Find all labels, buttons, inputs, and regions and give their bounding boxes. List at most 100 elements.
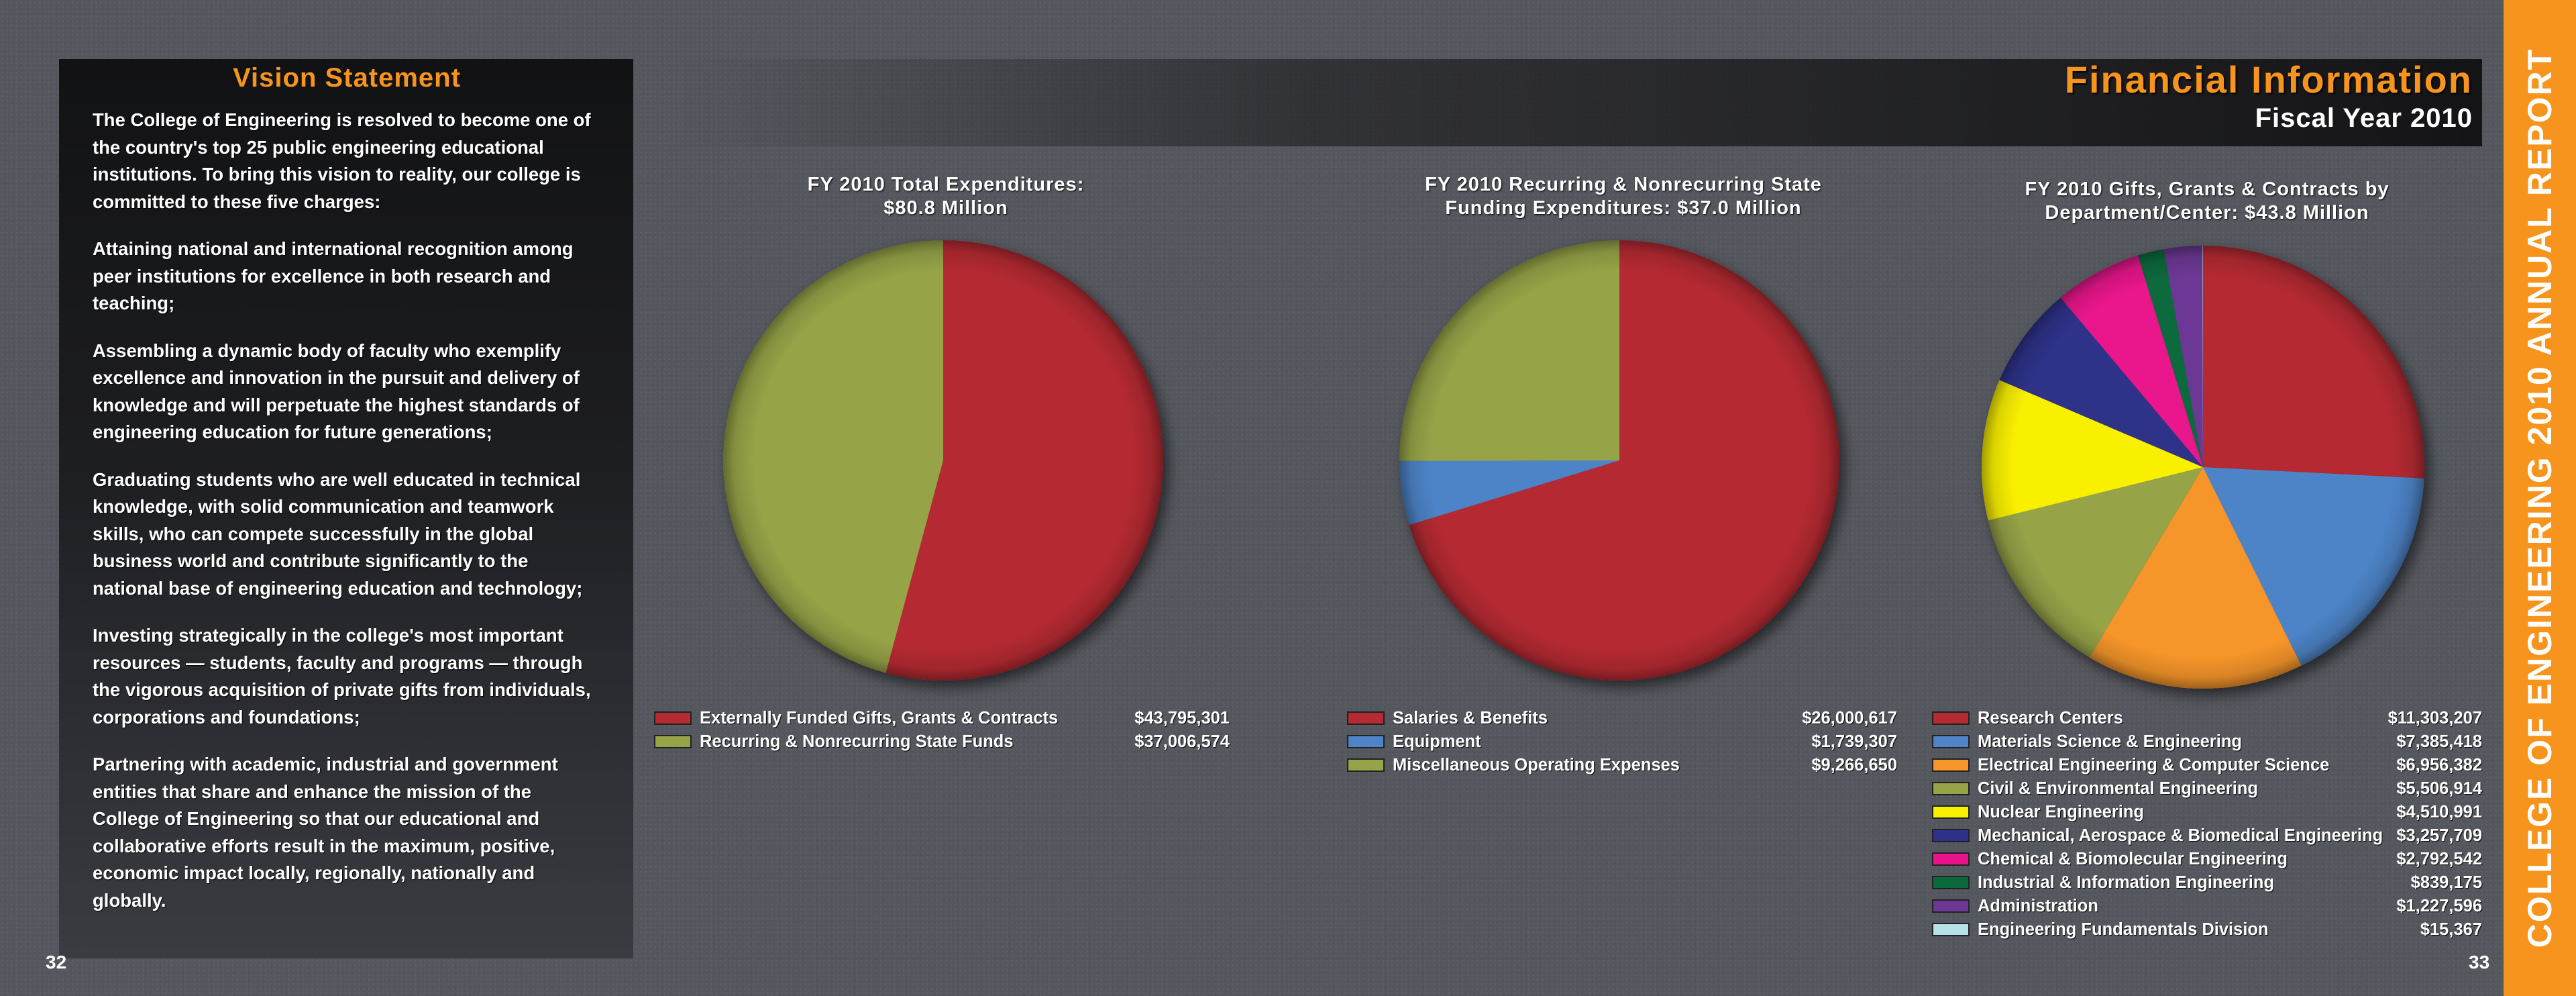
- legend-label: Miscellaneous Operating Expenses: [1393, 756, 1680, 775]
- legend-value: $1,739,307: [1811, 732, 1897, 751]
- legend-label: Industrial & Information Engineering: [1978, 873, 2275, 892]
- legend-entry: Recurring & Nonrecurring State Funds $37,…: [654, 730, 1230, 754]
- legend-value: $3,257,709: [2396, 826, 2482, 845]
- legend-entry: Externally Funded Gifts, Grants & Contra…: [654, 707, 1230, 730]
- pie-slice-nuclear-engineering: [1981, 380, 2203, 521]
- legend-label: Civil & Environmental Engineering: [1978, 779, 2258, 798]
- vision-paragraph: Attaining national and international rec…: [93, 238, 574, 313]
- legend-label: Recurring & Nonrecurring State Funds: [700, 732, 1014, 751]
- legend-swatch: [1347, 735, 1385, 748]
- legend-label: Administration: [1978, 897, 2098, 915]
- pie-slice-externally-funded-gifts-grants-and-contracts: [885, 240, 1164, 681]
- legend-entry: Industrial & Information Engineering $839…: [1932, 871, 2482, 895]
- legend-swatch: [1932, 735, 1970, 748]
- pie-slice-electrical-engineering-and-computer-science: [2090, 467, 2302, 689]
- pie-slice-mechanical-aerospace-and-biomedical-engineering: [1999, 297, 2203, 467]
- legend-value: $839,175: [2410, 873, 2482, 892]
- vision-title: Vision Statement: [233, 63, 461, 93]
- legend-value: $2,792,542: [2396, 850, 2482, 868]
- pie-bevel-shading: [1399, 240, 1839, 681]
- vision-paragraph: Investing strategically in the college's…: [93, 625, 591, 728]
- legend-label: Externally Funded Gifts, Grants & Contra…: [700, 709, 1059, 728]
- legend-swatch: [1932, 758, 1970, 772]
- legend-entry: Engineering Fundamentals Division $15,367: [1932, 918, 2482, 942]
- chart-title: FY 2010 Total Expenditures: $80.8 Millio…: [738, 173, 1154, 220]
- legend-entry: Civil & Environmental Engineering $5,506,…: [1932, 777, 2482, 801]
- legend-entry: Mechanical, Aerospace & Biomedical Engin…: [1932, 824, 2482, 848]
- vision-statement-panel: Vision Statement The College of Engineer…: [59, 59, 633, 958]
- header-bar: [678, 59, 2482, 146]
- legend-swatch: [1347, 758, 1385, 772]
- legend-entry: Salaries & Benefits $26,000,617: [1347, 707, 1897, 730]
- legend-entry: Administration $1,227,596: [1932, 895, 2482, 918]
- legend-swatch: [1932, 923, 1970, 936]
- legend-value: $6,956,382: [2396, 756, 2482, 775]
- legend-label: Equipment: [1393, 732, 1481, 751]
- pie-slice-research-centers: [2203, 246, 2424, 479]
- page-number-left: 32: [46, 952, 67, 973]
- legend-label: Materials Science & Engineering: [1978, 732, 2242, 751]
- chart-title-line: FY 2010 Recurring & Nonrecurring State: [1425, 174, 1822, 195]
- legend-entry: Materials Science & Engineering $7,385,41…: [1932, 730, 2482, 754]
- legend-total-expenditures: Externally Funded Gifts, Grants & Contra…: [654, 707, 1230, 754]
- chart-title: FY 2010 Recurring & Nonrecurring State F…: [1395, 173, 1851, 220]
- chart-title-line: Department/Center: $43.8 Million: [2045, 202, 2369, 223]
- chart-title-line: $80.8 Million: [883, 197, 1008, 219]
- legend-swatch: [1932, 829, 1970, 842]
- legend-entry: Equipment $1,739,307: [1347, 730, 1897, 754]
- legend-swatch: [1932, 852, 1970, 866]
- pie-slice-chemical-and-biomolecular-engineering: [2060, 255, 2203, 467]
- vision-paragraph: The College of Engineering is resolved t…: [93, 109, 591, 212]
- pie-slice-equipment: [1399, 460, 1619, 526]
- legend-value: $15,367: [2420, 920, 2482, 939]
- page-subtitle: Fiscal Year 2010: [2255, 103, 2473, 133]
- pie-slice-administration: [2163, 246, 2203, 467]
- pie-slice-engineering-fundamentals-division: [2202, 245, 2203, 467]
- legend-entry: Chemical & Biomolecular Engineering $2,79…: [1932, 848, 2482, 871]
- chart-title-line: FY 2010 Total Expenditures:: [807, 174, 1085, 195]
- legend-label: Electrical Engineering & Computer Scienc…: [1978, 756, 2330, 775]
- legend-label: Mechanical, Aerospace & Biomedical Engin…: [1978, 826, 2383, 845]
- legend-state-funding: Salaries & Benefits $26,000,617 Equipment $…: [1347, 707, 1897, 777]
- legend-entry: Miscellaneous Operating Expenses $9,266,6…: [1347, 754, 1897, 777]
- pie-bevel-shading: [723, 240, 1163, 681]
- pie-slice-civil-and-environmental-engineering: [1988, 467, 2203, 658]
- legend-label: Engineering Fundamentals Division: [1978, 920, 2269, 939]
- pie-slice-industrial-and-information-engineering: [2137, 249, 2203, 467]
- legend-entry: Nuclear Engineering $4,510,991: [1932, 801, 2482, 824]
- pie-slice-salaries-and-benefits: [1409, 240, 1839, 681]
- page-title: Financial Information: [2064, 58, 2473, 101]
- vision-paragraph: Partnering with academic, industrial and…: [93, 754, 558, 911]
- legend-entry: Electrical Engineering & Computer Scienc…: [1932, 754, 2482, 777]
- legend-gifts-grants: Research Centers $11,303,207 Materials Sci…: [1932, 707, 2482, 942]
- legend-value: $9,266,650: [1811, 756, 1897, 775]
- legend-swatch: [1932, 805, 1970, 819]
- legend-swatch: [1932, 782, 1970, 795]
- legend-value: $7,385,418: [2396, 732, 2482, 751]
- legend-value: $26,000,617: [1802, 709, 1897, 728]
- side-banner-text: COLLEGE OF ENGINEERING 2010 ANNUAL REPOR…: [2521, 48, 2559, 948]
- pie-bevel-shading: [1982, 246, 2424, 689]
- legend-swatch: [654, 735, 692, 748]
- chart-title: FY 2010 Gifts, Grants & Contracts by Dep…: [1986, 178, 2428, 225]
- legend-value: $37,006,574: [1134, 732, 1230, 751]
- legend-value: $1,227,596: [2396, 897, 2482, 915]
- side-banner: COLLEGE OF ENGINEERING 2010 ANNUAL REPOR…: [2504, 0, 2576, 996]
- vision-paragraph: Assembling a dynamic body of faculty who…: [93, 340, 580, 443]
- legend-value: $5,506,914: [2396, 779, 2482, 798]
- legend-value: $11,303,207: [2387, 709, 2482, 728]
- legend-swatch: [1932, 876, 1970, 889]
- pie-slice-recurring-and-nonrecurring-state-funds: [723, 240, 943, 673]
- page-number-right: 33: [2469, 952, 2490, 973]
- legend-swatch: [1932, 899, 1970, 913]
- legend-entry: Research Centers $11,303,207: [1932, 707, 2482, 730]
- legend-label: Research Centers: [1978, 709, 2123, 728]
- chart-title-line: FY 2010 Gifts, Grants & Contracts by: [2025, 179, 2390, 200]
- pie-slice-miscellaneous-operating-expenses: [1399, 240, 1619, 461]
- legend-swatch: [1932, 711, 1970, 725]
- pie-slice-materials-science-and-engineering: [2203, 467, 2424, 666]
- legend-swatch: [1347, 711, 1385, 725]
- legend-label: Salaries & Benefits: [1393, 709, 1548, 728]
- legend-swatch: [654, 711, 692, 725]
- legend-value: $4,510,991: [2396, 803, 2482, 821]
